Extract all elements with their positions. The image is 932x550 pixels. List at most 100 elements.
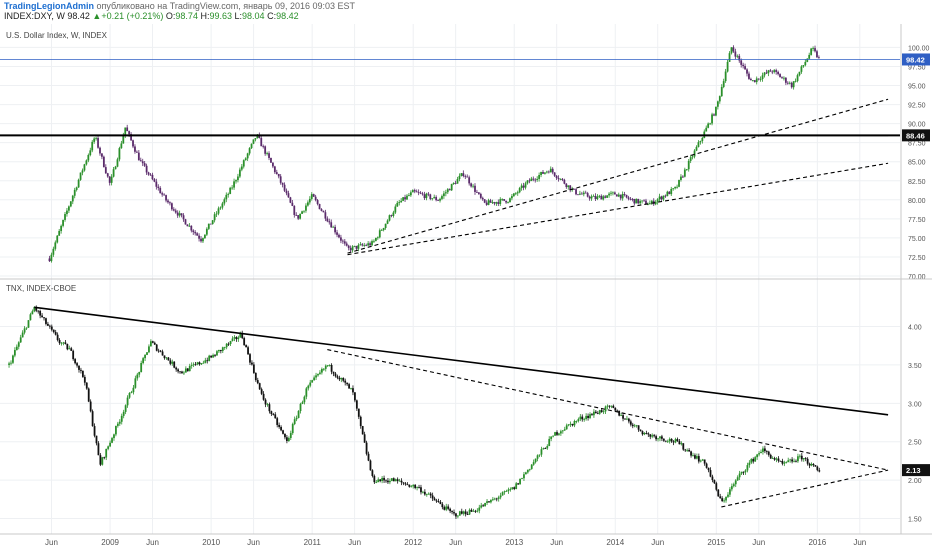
candle bbox=[139, 157, 142, 162]
candle bbox=[328, 364, 331, 367]
candle bbox=[483, 199, 486, 204]
candle bbox=[264, 145, 267, 156]
candle bbox=[620, 413, 623, 417]
candle bbox=[216, 349, 218, 356]
candle bbox=[544, 172, 546, 175]
candle bbox=[431, 198, 434, 201]
candle bbox=[736, 475, 739, 481]
candle bbox=[790, 81, 793, 89]
candle bbox=[522, 182, 525, 191]
price-tick-label: 80.00 bbox=[908, 198, 926, 205]
candle bbox=[163, 193, 166, 196]
time-tick-label: Jun bbox=[348, 538, 361, 547]
candle bbox=[367, 241, 370, 247]
candle bbox=[175, 366, 178, 372]
candle bbox=[717, 489, 720, 497]
trendline[interactable] bbox=[347, 98, 889, 254]
trendline[interactable] bbox=[327, 349, 889, 471]
time-axis[interactable]: Jun 2009 Jun 2010 Jun 2011 Jun 2012 Jun 2013 Jun 20… bbox=[45, 538, 866, 547]
candle bbox=[680, 441, 683, 446]
candle bbox=[252, 362, 255, 374]
candle bbox=[812, 463, 815, 467]
candle bbox=[719, 493, 722, 499]
candle bbox=[268, 151, 270, 161]
candle bbox=[802, 457, 805, 462]
candle bbox=[674, 186, 677, 190]
candle bbox=[561, 430, 564, 434]
chart-area[interactable]: U.S. Dollar Index, W, INDEX 100.0097.509… bbox=[0, 24, 932, 550]
candle bbox=[526, 179, 529, 185]
candle bbox=[594, 193, 597, 201]
candle bbox=[567, 185, 570, 190]
candle bbox=[343, 239, 346, 246]
candle bbox=[387, 477, 389, 484]
candle bbox=[246, 152, 249, 161]
candle bbox=[13, 347, 16, 358]
tnx-pane[interactable]: TNX, INDEX-CBOE 4.00 3.50 3.00 2.50 2.00 1.50… bbox=[6, 284, 930, 523]
candle bbox=[693, 149, 696, 159]
candle bbox=[637, 425, 640, 432]
candle bbox=[260, 136, 263, 147]
candle bbox=[530, 176, 533, 182]
candle bbox=[334, 224, 336, 235]
svg-text:88.46: 88.46 bbox=[906, 131, 925, 140]
author-link[interactable]: TradingLegionAdmin bbox=[4, 1, 94, 11]
candle bbox=[332, 225, 335, 228]
candle bbox=[501, 491, 504, 496]
candle bbox=[159, 350, 162, 353]
candle bbox=[532, 459, 535, 466]
candle bbox=[326, 216, 329, 223]
candle bbox=[593, 409, 595, 418]
candle bbox=[81, 168, 84, 176]
candle bbox=[707, 122, 710, 129]
candle bbox=[639, 199, 642, 205]
candle bbox=[769, 68, 772, 72]
candle bbox=[217, 206, 220, 216]
candle bbox=[136, 150, 138, 153]
candle bbox=[181, 370, 183, 374]
candle bbox=[380, 228, 383, 231]
candle bbox=[205, 227, 208, 237]
candle bbox=[775, 457, 778, 463]
candle bbox=[746, 68, 748, 77]
candle bbox=[761, 72, 764, 82]
trendline[interactable] bbox=[347, 162, 889, 256]
candle bbox=[41, 313, 43, 318]
dxy-price-axis[interactable]: 100.00 97.50 95.00 92.50 90.00 87.50 85.00 82.5… bbox=[902, 45, 930, 281]
candle bbox=[297, 410, 300, 419]
candle bbox=[480, 502, 483, 509]
trendline[interactable] bbox=[721, 469, 889, 508]
tnx-price-axis[interactable]: 4.00 3.50 3.00 2.50 2.00 1.50 2.13 bbox=[902, 325, 930, 524]
candle bbox=[305, 386, 308, 400]
candle bbox=[530, 463, 533, 470]
candle bbox=[559, 178, 562, 181]
price-tick-label: 72.50 bbox=[908, 255, 926, 262]
candle bbox=[728, 51, 731, 62]
candle bbox=[373, 474, 376, 484]
candle bbox=[509, 197, 511, 203]
candle bbox=[299, 213, 302, 220]
candle bbox=[283, 182, 286, 192]
candle bbox=[418, 484, 420, 489]
candle bbox=[229, 186, 232, 195]
candle bbox=[291, 200, 294, 207]
candle bbox=[140, 360, 143, 373]
candle bbox=[23, 326, 26, 335]
candle bbox=[516, 190, 519, 196]
candle bbox=[93, 137, 96, 144]
candle bbox=[627, 195, 630, 201]
price-tick-label: 3.00 bbox=[908, 401, 922, 408]
candle bbox=[771, 456, 774, 459]
dxy-pane[interactable]: U.S. Dollar Index, W, INDEX 100.0097.509… bbox=[0, 31, 930, 281]
candle bbox=[227, 192, 230, 198]
candle bbox=[184, 366, 187, 373]
candle bbox=[767, 69, 770, 77]
candle bbox=[660, 195, 663, 201]
candle bbox=[464, 509, 467, 517]
trendline[interactable] bbox=[34, 306, 889, 416]
candle bbox=[810, 462, 813, 467]
candle bbox=[711, 112, 713, 126]
dxy-candles bbox=[48, 45, 820, 263]
candle bbox=[157, 348, 160, 353]
candle bbox=[474, 509, 477, 514]
